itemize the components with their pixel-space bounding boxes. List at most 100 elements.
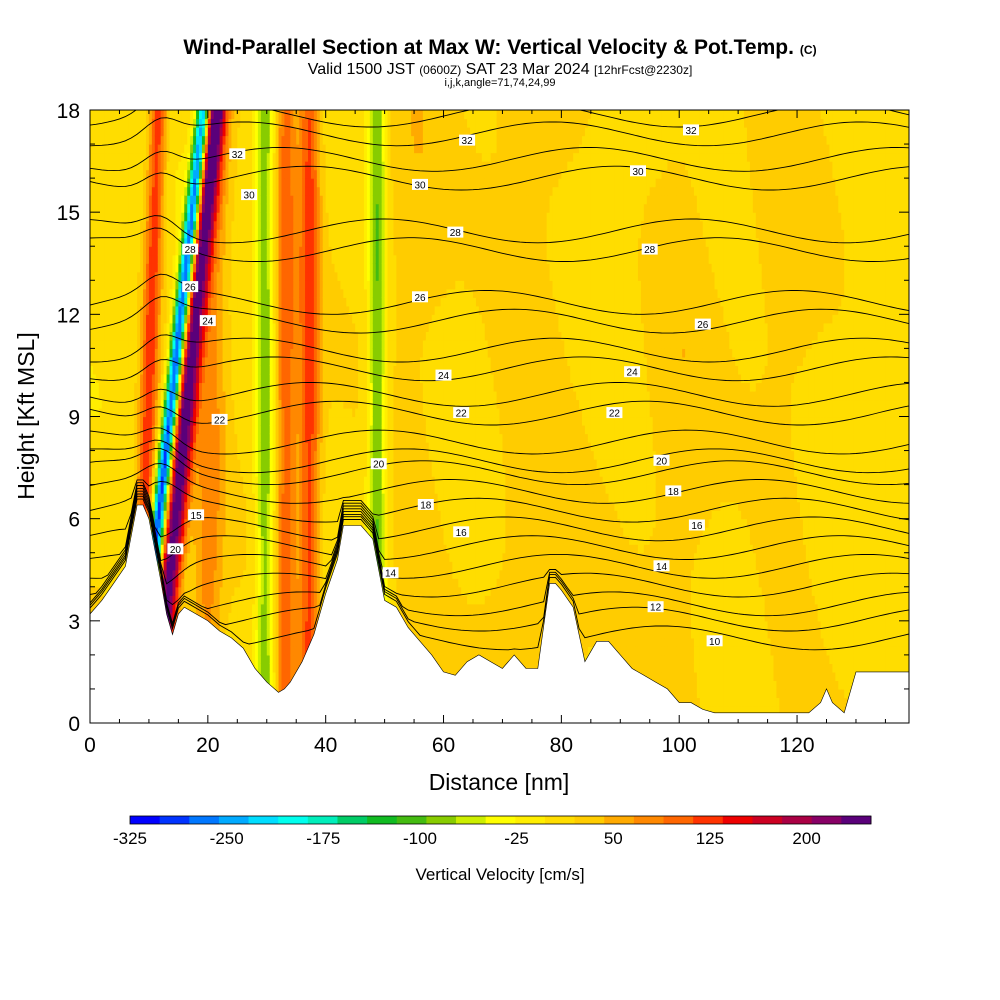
velocity-cell <box>101 195 106 205</box>
velocity-cell <box>145 399 150 409</box>
velocity-cell <box>134 135 138 145</box>
velocity-cell <box>140 425 144 435</box>
valid-utc: (0600Z) <box>419 63 461 77</box>
velocity-cell <box>90 288 94 298</box>
velocity-cell <box>131 314 135 324</box>
velocity-cell <box>104 169 109 179</box>
velocity-cell <box>119 195 124 205</box>
velocity-cell <box>145 416 150 426</box>
velocity-cell <box>110 152 115 162</box>
velocity-cell <box>101 552 106 562</box>
velocity-cell <box>110 535 115 545</box>
velocity-cell <box>98 254 103 264</box>
velocity-cell <box>92 493 97 503</box>
velocity-cell <box>143 110 147 120</box>
velocity-cell <box>98 518 103 528</box>
velocity-cell <box>128 493 132 503</box>
velocity-cell <box>101 450 106 460</box>
velocity-cell <box>98 433 103 443</box>
velocity-cell <box>122 442 126 452</box>
velocity-cell <box>119 271 124 281</box>
velocity-cell <box>90 271 94 281</box>
velocity-cell <box>107 169 112 179</box>
velocity-cell <box>145 297 150 307</box>
velocity-cell <box>140 220 144 230</box>
velocity-cell <box>125 510 129 520</box>
velocity-cell <box>113 527 118 537</box>
velocity-cell <box>137 254 141 264</box>
velocity-cell <box>119 552 124 562</box>
velocity-cell <box>101 476 106 486</box>
velocity-cell <box>131 246 135 256</box>
velocity-cell <box>92 484 97 494</box>
velocity-cell <box>116 484 121 494</box>
velocity-cell <box>101 305 106 315</box>
velocity-cell <box>110 127 115 137</box>
velocity-cell <box>119 212 124 222</box>
velocity-cell <box>119 416 124 426</box>
velocity-cell <box>113 297 118 307</box>
velocity-cell <box>92 544 97 554</box>
velocity-cell <box>92 203 97 213</box>
velocity-cell <box>143 305 147 315</box>
velocity-cell <box>119 280 124 290</box>
velocity-cell <box>92 280 97 290</box>
velocity-cell <box>90 595 94 605</box>
velocity-cell <box>140 356 144 367</box>
velocity-cell <box>110 135 115 145</box>
velocity-cell <box>101 263 106 273</box>
velocity-cell <box>110 407 115 418</box>
velocity-cell <box>122 459 126 469</box>
velocity-cell <box>131 467 135 477</box>
velocity-cell <box>119 450 124 460</box>
velocity-cell <box>122 246 126 256</box>
velocity-cell <box>113 288 118 298</box>
velocity-cell <box>92 152 97 162</box>
velocity-cell <box>140 442 144 452</box>
velocity-cell <box>110 510 115 520</box>
velocity-cell <box>98 212 103 222</box>
velocity-cell <box>110 459 115 469</box>
velocity-cell <box>110 212 115 222</box>
velocity-cell <box>92 305 97 315</box>
velocity-cell <box>143 212 147 222</box>
velocity-cell <box>128 331 132 341</box>
velocity-cell <box>122 297 126 307</box>
velocity-cell <box>116 280 121 290</box>
velocity-cell <box>140 433 144 443</box>
velocity-cell <box>122 390 126 401</box>
velocity-cell <box>110 169 115 179</box>
velocity-cell <box>110 254 115 264</box>
velocity-cell <box>125 195 129 205</box>
velocity-cell <box>98 110 103 120</box>
velocity-cell <box>148 348 153 358</box>
velocity-cell <box>92 161 97 171</box>
velocity-cell <box>116 263 121 273</box>
velocity-cell <box>122 186 126 196</box>
velocity-cell <box>119 135 124 145</box>
velocity-cell <box>145 365 150 375</box>
velocity-cell <box>128 442 132 452</box>
velocity-cell <box>98 263 103 273</box>
velocity-cell <box>148 110 153 120</box>
velocity-cell <box>140 467 144 477</box>
velocity-cell <box>107 373 112 384</box>
velocity-cell <box>148 476 153 486</box>
velocity-cell <box>143 339 147 349</box>
velocity-cell <box>107 510 112 520</box>
velocity-cell <box>128 246 132 256</box>
velocity-cell <box>98 152 103 162</box>
velocity-cell <box>140 450 144 460</box>
velocity-cell <box>90 467 94 477</box>
velocity-cell <box>137 356 141 367</box>
velocity-cell <box>137 271 141 281</box>
velocity-cell <box>128 348 132 358</box>
velocity-cell <box>125 484 129 494</box>
velocity-cell <box>125 203 129 213</box>
velocity-cell <box>145 322 150 332</box>
velocity-cell <box>143 135 147 145</box>
velocity-cell <box>101 169 106 179</box>
velocity-cell <box>134 152 138 162</box>
velocity-cell <box>92 144 97 154</box>
velocity-cell <box>131 365 135 375</box>
